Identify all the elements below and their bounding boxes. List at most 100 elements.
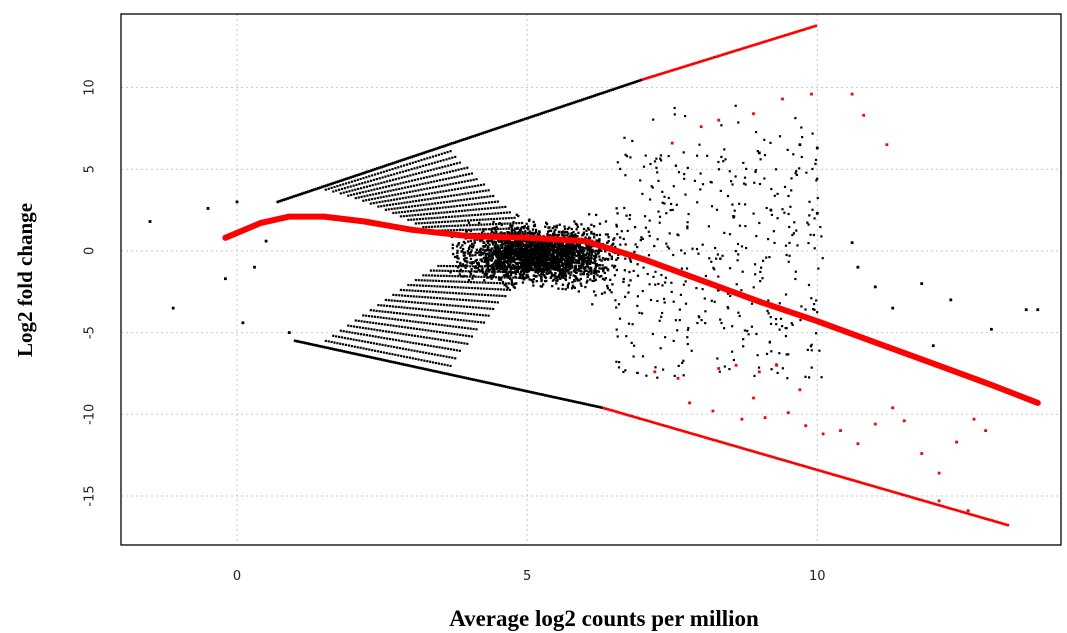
cloud-point — [509, 243, 513, 246]
band-point — [348, 190, 351, 193]
lower-boundary-point — [957, 509, 961, 513]
band-point — [398, 312, 401, 315]
cloud-point — [505, 285, 508, 288]
upper-boundary-point — [507, 123, 511, 126]
scatter-point — [738, 202, 741, 205]
scatter-point — [745, 167, 748, 170]
cloud-point — [505, 254, 508, 257]
lower-boundary-point — [399, 362, 402, 366]
band-point — [421, 182, 424, 185]
cloud-point — [580, 251, 583, 254]
upper-boundary-point — [434, 147, 438, 151]
cloud-point — [527, 246, 530, 249]
upper-boundary-point — [404, 157, 407, 161]
cloud-point — [566, 227, 569, 231]
cloud-point — [464, 251, 467, 254]
band-point — [462, 286, 465, 289]
band-point — [459, 215, 462, 218]
scatter-point — [629, 156, 632, 159]
band-point — [429, 269, 432, 272]
band-point — [437, 173, 440, 176]
scatter-point — [629, 260, 633, 263]
cloud-point — [505, 261, 509, 264]
cloud-point — [498, 264, 501, 267]
scatter-point — [667, 155, 670, 158]
band-point — [445, 355, 448, 358]
band-point — [458, 326, 461, 329]
cloud-point — [546, 255, 549, 258]
cloud-point — [478, 265, 481, 268]
cloud-point — [476, 267, 479, 270]
cloud-point — [478, 250, 481, 253]
lower-boundary-point — [383, 358, 386, 362]
band-point — [416, 218, 419, 221]
lower-boundary-point — [389, 360, 392, 363]
cloud-point — [542, 252, 545, 255]
lower-boundary-point — [738, 446, 742, 449]
cloud-point — [569, 245, 572, 248]
cloud-point — [455, 245, 459, 248]
lower-boundary-point — [299, 340, 303, 344]
scatter-point — [787, 260, 790, 263]
band-point — [372, 321, 375, 324]
lower-boundary-point — [661, 423, 664, 427]
band-point — [452, 348, 456, 351]
band-point — [373, 188, 376, 191]
upper-boundary-point — [294, 194, 298, 198]
scatter-point — [650, 185, 653, 188]
cloud-point — [513, 248, 516, 251]
scatter-point — [682, 151, 685, 154]
lower-boundary-point — [515, 387, 518, 391]
cloud-point — [525, 263, 528, 266]
band-point — [368, 198, 371, 201]
band-point — [476, 213, 480, 216]
upper-boundary-point — [477, 133, 480, 136]
isolated-point — [873, 285, 877, 289]
scatter-point — [614, 245, 617, 248]
cloud-point — [602, 268, 605, 271]
upper-boundary-point — [664, 71, 667, 74]
cloud-point — [615, 268, 618, 272]
band-point — [413, 349, 416, 352]
lower-boundary-point — [413, 365, 417, 369]
cloud-point — [540, 246, 543, 249]
cloud-point — [521, 225, 524, 229]
scatter-point — [740, 245, 744, 248]
band-point — [441, 178, 444, 181]
scatter-point — [714, 246, 717, 250]
band-point — [414, 189, 417, 192]
band-point — [455, 220, 458, 223]
cloud-point — [488, 251, 491, 254]
band-point — [451, 318, 454, 321]
band-point — [352, 184, 355, 187]
scatter-point — [686, 166, 689, 169]
cloud-point — [458, 270, 461, 273]
lower-boundary-point — [478, 379, 482, 383]
band-point — [402, 215, 405, 218]
cloud-point — [587, 254, 591, 257]
lower-boundary-point — [342, 350, 346, 353]
significant-point — [873, 422, 877, 426]
band-point — [446, 183, 449, 186]
upper-boundary-point — [735, 49, 738, 52]
cloud-point — [543, 274, 546, 277]
band-point — [438, 166, 441, 169]
cloud-point — [602, 267, 605, 270]
band-point — [388, 203, 392, 206]
scatter-point — [652, 275, 655, 278]
band-point — [399, 288, 402, 291]
scatter-point — [767, 238, 770, 241]
cloud-point — [493, 249, 496, 253]
cloud-point — [567, 272, 570, 275]
cloud-point — [583, 249, 586, 253]
scatter-point — [628, 217, 631, 221]
cloud-point — [456, 260, 459, 264]
cloud-point — [608, 254, 611, 257]
band-point — [388, 194, 391, 197]
band-point — [347, 194, 350, 197]
upper-boundary-point — [349, 176, 353, 179]
scatter-point — [729, 267, 732, 270]
band-point — [397, 177, 400, 180]
cloud-point — [558, 223, 561, 226]
cloud-point — [570, 259, 573, 262]
